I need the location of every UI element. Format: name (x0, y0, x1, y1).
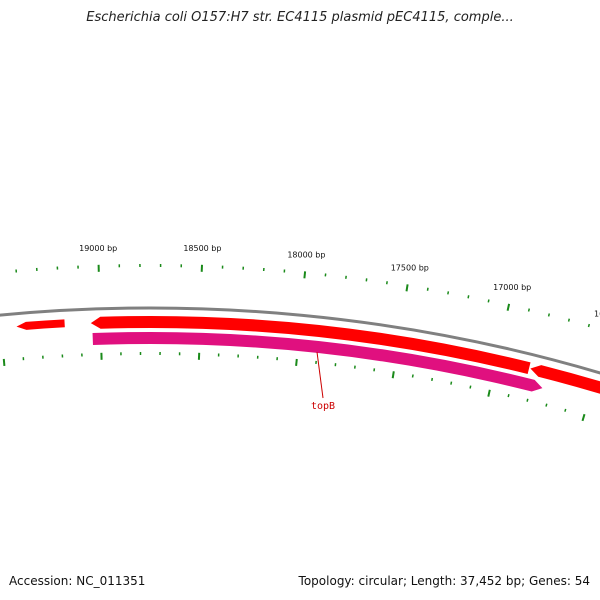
major-tick (581, 413, 586, 422)
scale-label: 16500 bp (594, 309, 600, 318)
minor-tick (487, 299, 490, 303)
minor-tick (547, 313, 551, 317)
minor-tick (507, 394, 510, 398)
gene-label-leader (316, 351, 324, 399)
scale-label: 19000 bp (79, 244, 117, 253)
minor-tick (527, 308, 531, 312)
inner-tick-ring (2, 351, 586, 422)
cds-topb-feature[interactable] (92, 331, 543, 392)
map-title: Escherichia coli O157:H7 str. EC4115 pla… (86, 10, 514, 25)
minor-tick (426, 287, 429, 291)
minor-tick (411, 374, 414, 378)
minor-tick (567, 318, 571, 322)
major-tick (295, 358, 298, 367)
forward-strand-features (16, 316, 600, 405)
minor-tick (469, 385, 472, 389)
scale-labels: 19000 bp 18500 bp 18000 bp 17500 bp 17000 bp… (79, 244, 600, 318)
minor-tick (450, 381, 453, 385)
gene-arrow[interactable] (90, 316, 531, 375)
minor-tick (467, 295, 470, 299)
scale-label: 17500 bp (391, 264, 429, 273)
scale-label: 18500 bp (183, 244, 221, 253)
scale-label: 18000 bp (287, 250, 325, 259)
major-tick (391, 371, 395, 379)
minor-tick (431, 377, 434, 382)
minor-tick (545, 403, 548, 407)
scale-label: 17000 bp (493, 283, 531, 292)
minor-tick (564, 408, 567, 412)
gene-arrow[interactable] (16, 319, 65, 330)
major-tick (506, 303, 511, 311)
major-tick (487, 389, 491, 397)
minor-tick (385, 281, 388, 285)
backbone-circle (0, 306, 600, 375)
minor-tick (526, 398, 529, 402)
gene-label-topb[interactable]: topB (311, 401, 335, 412)
major-tick (2, 358, 6, 366)
outer-tick-ring (15, 263, 591, 328)
minor-tick (447, 291, 450, 295)
major-tick (405, 284, 409, 292)
topology-summary: Topology: circular; Length: 37,452 bp; G… (298, 574, 590, 588)
gene-arrow[interactable] (530, 365, 600, 405)
accession-label: Accession: NC_011351 (9, 574, 146, 588)
minor-tick (587, 323, 591, 328)
major-tick (303, 271, 307, 279)
